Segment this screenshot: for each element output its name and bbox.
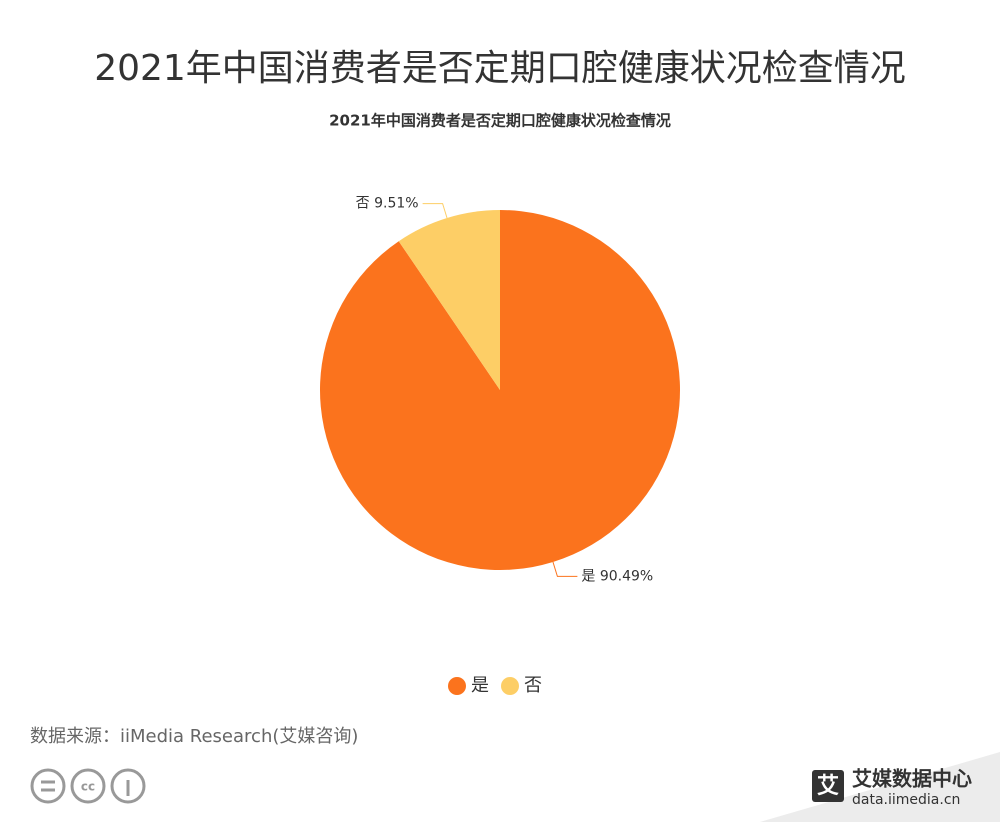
pie-slice xyxy=(320,210,680,571)
legend-swatch xyxy=(448,677,466,695)
logo-mark xyxy=(812,770,844,802)
legend-swatch xyxy=(501,677,519,695)
page-title: 2021年中国消费者是否定期口腔健康状况检查情况 xyxy=(94,48,906,89)
logo-mark-text: 艾 xyxy=(817,774,839,799)
chart-title: 2021年中国消费者是否定期口腔健康状况检查情况 xyxy=(329,112,671,130)
legend-label: 是 xyxy=(471,675,489,696)
license-icons xyxy=(30,768,146,804)
data-label: 否 9.51% xyxy=(356,196,419,212)
cc-icon-text: cc xyxy=(81,780,95,794)
pie-slice xyxy=(398,210,500,390)
data-label: 是 90.49% xyxy=(581,568,653,584)
legend-label: 否 xyxy=(524,675,542,696)
logo-url: data.iimedia.cn xyxy=(852,792,960,808)
logo-band xyxy=(760,752,1000,822)
source: 数据来源：iiMedia Research(艾媒咨询) xyxy=(30,726,358,747)
logo-brand: 艾媒数据中心 xyxy=(852,767,972,791)
leader-line xyxy=(552,561,578,577)
leader-line xyxy=(422,203,448,219)
